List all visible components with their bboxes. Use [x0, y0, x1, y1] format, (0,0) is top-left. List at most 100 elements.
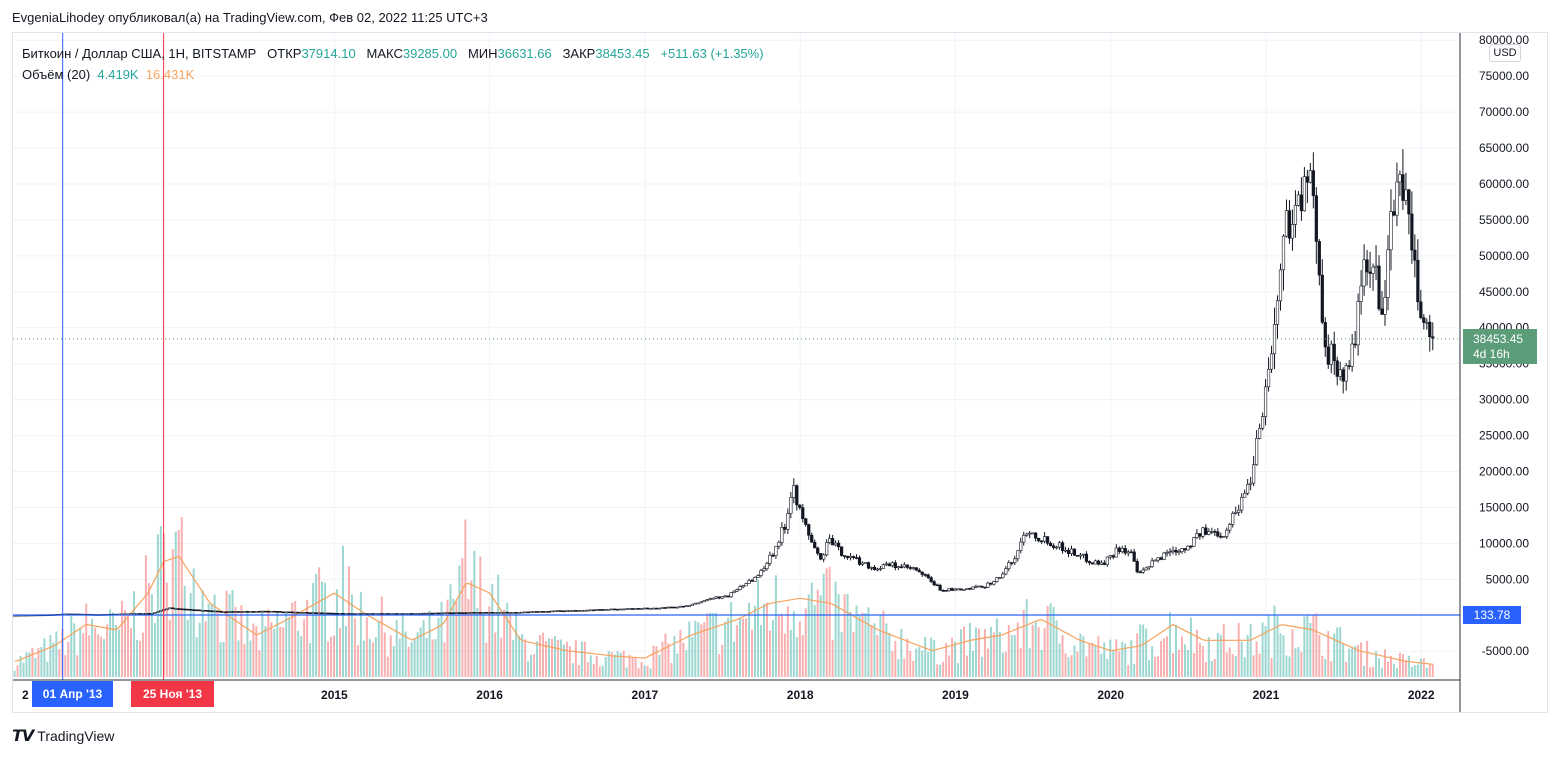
candle	[956, 588, 960, 591]
candle-body-up	[998, 577, 1002, 579]
volume-bar	[813, 605, 816, 677]
candle-body-down	[968, 588, 972, 590]
candle-body-up	[1228, 524, 1232, 531]
candle-body-up	[1108, 555, 1112, 558]
volume-bar	[76, 655, 79, 677]
candle	[971, 586, 975, 590]
volume-bar	[1148, 660, 1151, 677]
volume-bar	[1258, 653, 1261, 677]
candle-body-up	[1028, 532, 1032, 535]
candle	[1246, 478, 1250, 496]
candle-body-up	[1371, 266, 1375, 274]
volume-bar	[918, 647, 921, 677]
candle	[598, 609, 602, 611]
candle-body-up	[1004, 568, 1008, 575]
candle	[995, 576, 999, 583]
candle-body-up	[869, 566, 874, 569]
candle-body-down	[905, 564, 909, 568]
volume-bar	[571, 663, 574, 677]
volume-bar	[1237, 623, 1240, 677]
volume-label[interactable]: Объём (20)	[22, 67, 91, 82]
candle	[1072, 548, 1077, 556]
hline-price-tag[interactable]: 133.78	[1463, 606, 1521, 624]
blue-vline-date-tag[interactable]: 01 Апр '13	[32, 681, 113, 707]
symbol-name[interactable]: Биткоин / Доллар США, 1Н, BITSTAMP	[22, 46, 257, 61]
candle	[326, 612, 330, 615]
candle	[499, 611, 503, 614]
candle-body-up	[419, 612, 423, 615]
candle	[439, 612, 444, 615]
candle-body-up	[953, 588, 957, 591]
candle	[299, 612, 303, 614]
candle	[1356, 293, 1360, 356]
candle-body-down	[430, 612, 435, 615]
candle	[783, 523, 787, 534]
red-vline-date-tag[interactable]: 25 Ноя '13	[131, 681, 214, 707]
candle	[344, 613, 348, 615]
candle-body-up	[977, 585, 981, 588]
candle-body-down	[1305, 176, 1309, 183]
candle-body-down	[460, 612, 465, 614]
candle-body-down	[935, 584, 939, 587]
candle-body-down	[314, 612, 318, 614]
candle	[490, 612, 494, 614]
volume-bar	[124, 610, 127, 677]
volume-bar	[46, 661, 49, 677]
candle	[932, 579, 936, 587]
candle	[1255, 430, 1259, 466]
candle	[905, 564, 909, 570]
y-tick-label: -5000.00	[1482, 644, 1530, 658]
candle	[789, 491, 793, 519]
candle	[672, 606, 676, 609]
candle-body-up	[1389, 211, 1393, 251]
candle	[323, 612, 327, 615]
candle-body-down	[341, 613, 345, 615]
candle-body-down	[1129, 551, 1133, 554]
candle-body-down	[177, 608, 181, 610]
volume-legend: Объём (20) 4.419K 16.431K	[22, 67, 194, 82]
y-tick-label: 20000.00	[1479, 465, 1529, 479]
candle	[1102, 560, 1106, 566]
candle	[1013, 555, 1017, 566]
volume-bar	[673, 635, 676, 677]
volume-bar	[371, 642, 374, 677]
candle-body-down	[1320, 274, 1324, 323]
current-price-tag: 38453.45 4d 16h	[1463, 329, 1537, 364]
volume-bar	[422, 620, 425, 677]
volume-bar	[547, 638, 550, 677]
candle	[941, 589, 945, 592]
candle	[1281, 234, 1286, 291]
candle	[896, 565, 900, 571]
volume-bar	[288, 617, 291, 677]
candle	[1386, 235, 1390, 311]
tradingview-logo[interactable]: 𝙏𝙑 TradingView	[12, 726, 114, 746]
candle-body-up	[454, 612, 459, 614]
volume-bar	[1186, 649, 1189, 677]
candle-body-up	[890, 562, 894, 567]
volume-bar	[1372, 666, 1375, 677]
candle-body-up	[792, 485, 796, 498]
candle-body-up	[648, 607, 653, 610]
candle-body-up	[1240, 496, 1244, 511]
candle-body-up	[822, 554, 826, 560]
volume-bar	[1136, 633, 1139, 677]
candle	[559, 610, 563, 612]
candle-body-down	[218, 611, 223, 613]
volume-bar	[407, 646, 410, 677]
volume-bar	[715, 612, 718, 677]
candle	[248, 611, 253, 613]
volume-bar	[864, 613, 867, 677]
candle	[215, 610, 220, 613]
x-tick-label: 2022	[1408, 688, 1435, 702]
candle-body-down	[236, 611, 241, 613]
candle	[260, 610, 264, 613]
candle-body-down	[926, 574, 930, 578]
currency-badge[interactable]: USD	[1489, 44, 1521, 62]
candle	[1138, 570, 1142, 574]
candle-body-up	[1162, 552, 1166, 560]
volume-bar	[467, 598, 470, 677]
symbol-legend: Биткоин / Доллар США, 1Н, BITSTAMP ОТКР3…	[22, 46, 764, 61]
volume-bar	[703, 622, 706, 677]
volume-bar	[150, 594, 153, 677]
